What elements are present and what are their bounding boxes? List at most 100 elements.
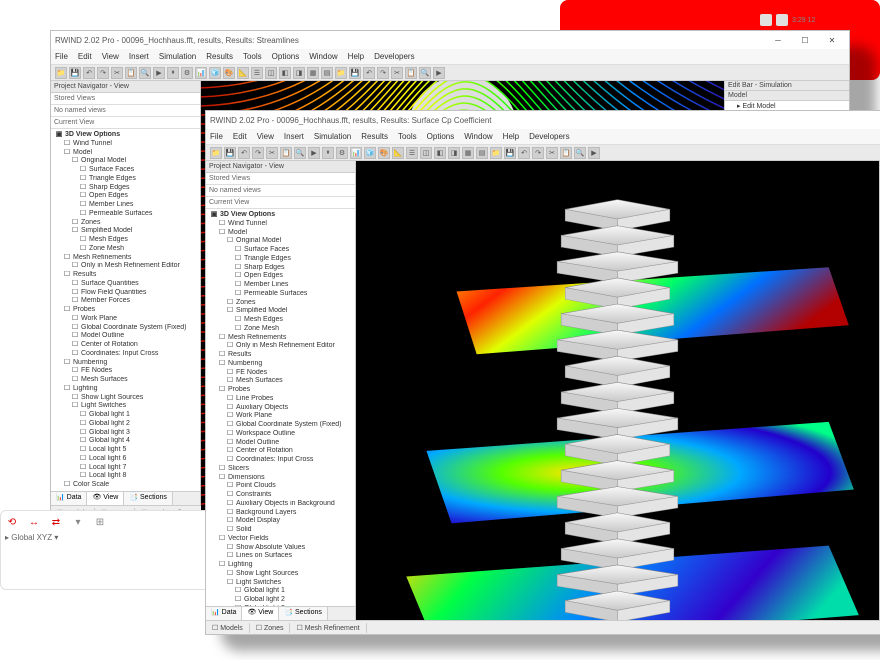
toolbar-button[interactable]: 📊 (350, 147, 362, 159)
toolbar-button[interactable]: ▶ (153, 67, 165, 79)
tree-item[interactable]: ☐Local light 6 (53, 455, 198, 464)
toolbar-button[interactable]: ↶ (363, 67, 375, 79)
tree-item[interactable]: ☐Original Model (208, 237, 353, 246)
tree-item[interactable]: ☐Show Absolute Values (208, 544, 353, 553)
tree-item[interactable]: ☐Zones (208, 299, 353, 308)
tree-item[interactable]: ☐Point Clouds (208, 482, 353, 491)
toolbar-button[interactable]: 📋 (280, 147, 292, 159)
toolbar-button[interactable]: 🔍 (139, 67, 151, 79)
panel-tab-view[interactable]: 👁 View (87, 492, 124, 505)
tree-item[interactable]: ☐Permeable Surfaces (53, 210, 198, 219)
tree-item[interactable]: ☐Model Display (208, 517, 353, 526)
toolbar-button[interactable]: ↷ (97, 67, 109, 79)
tree-item[interactable]: ☐Results (53, 271, 198, 280)
footer-tab[interactable]: ☐ Zones (250, 623, 291, 633)
toolbar-button[interactable]: ⏸ (322, 147, 334, 159)
toolbar-button[interactable]: 🧊 (209, 67, 221, 79)
tree-item[interactable]: ☐Probes (53, 306, 198, 315)
toolbar-button[interactable]: ▤ (321, 67, 333, 79)
menu-window[interactable]: Window (464, 132, 492, 141)
toolbar-button[interactable]: 📁 (210, 147, 222, 159)
tree-item[interactable]: ☐FE Nodes (208, 369, 353, 378)
tree-item[interactable]: ☐Line Probes (208, 395, 353, 404)
tree-item[interactable]: ☐Global light 3 (53, 429, 198, 438)
toolbar-button[interactable]: ☰ (251, 67, 263, 79)
toolbar-button[interactable]: 💾 (504, 147, 516, 159)
tree-item[interactable]: ☐Show Light Sources (208, 570, 353, 579)
tree-item[interactable]: ☐Lines on Surfaces (208, 552, 353, 561)
tree-item[interactable]: ☐Coordinates: Input Cross (208, 456, 353, 465)
tree-root[interactable]: ▣3D View Options (208, 211, 353, 220)
tree-item[interactable]: ☐Solid (208, 526, 353, 535)
tree-item[interactable]: ☐Local light 5 (53, 446, 198, 455)
tree-item[interactable]: ☐Triangle Edges (208, 255, 353, 264)
footer-tab[interactable]: ☐ Models (206, 623, 250, 633)
toolbar-button[interactable]: 📁 (490, 147, 502, 159)
toolbar-button[interactable]: ↷ (252, 147, 264, 159)
axis-icon[interactable]: ⊞ (93, 515, 107, 529)
tree-item[interactable]: ☐Open Edges (208, 272, 353, 281)
menu-edit[interactable]: Edit (78, 52, 92, 61)
tree-item[interactable]: ☐Numbering (208, 360, 353, 369)
menu-view[interactable]: View (257, 132, 274, 141)
tree-item[interactable]: ☐Lighting (53, 385, 198, 394)
toolbar-button[interactable]: ◨ (293, 67, 305, 79)
tree-item[interactable]: ☐Surface Faces (53, 166, 198, 175)
tree-item[interactable]: ☐Flow Field Quantities (53, 289, 198, 298)
toolbar-button[interactable]: ▶ (308, 147, 320, 159)
tree-item[interactable]: ☐Mesh Surfaces (208, 377, 353, 386)
tree-item[interactable]: ☐Center of Rotation (53, 341, 198, 350)
tree-root[interactable]: ▣3D View Options (53, 131, 198, 140)
tree-item[interactable]: ☐Only in Mesh Refinement Editor (208, 342, 353, 351)
menu-help[interactable]: Help (503, 132, 519, 141)
toolbar-button[interactable]: 📁 (335, 67, 347, 79)
toolbar-button[interactable]: 🎨 (223, 67, 235, 79)
toolbar-button[interactable]: 🔍 (574, 147, 586, 159)
tree-item[interactable]: ☐Center of Rotation (208, 447, 353, 456)
tree-item[interactable]: ☐Global light 2 (208, 596, 353, 605)
menu-options[interactable]: Options (272, 52, 300, 61)
tree-item[interactable]: ☐Wind Tunnel (208, 220, 353, 229)
tree-item[interactable]: ☐Workspace Outline (208, 430, 353, 439)
tree-item[interactable]: ☐Background Layers (208, 509, 353, 518)
toolbar-button[interactable]: 💾 (224, 147, 236, 159)
minimize-button[interactable]: ─ (765, 33, 791, 47)
menu-results[interactable]: Results (361, 132, 388, 141)
menu-insert[interactable]: Insert (129, 52, 149, 61)
toolbar-button[interactable]: 📁 (55, 67, 67, 79)
viewport-3d[interactable] (356, 161, 879, 620)
toolbar-button[interactable]: ▶ (433, 67, 445, 79)
axis-icon[interactable]: ▾ (71, 515, 85, 529)
toolbar-button[interactable]: ◫ (420, 147, 432, 159)
menu-developers[interactable]: Developers (374, 52, 414, 61)
tree-item[interactable]: ☐Simplified Model (208, 307, 353, 316)
toolbar-button[interactable]: ✂ (391, 67, 403, 79)
tree-item[interactable]: ☐Global Coordinate System (Fixed) (208, 421, 353, 430)
tree-item[interactable]: ☐Show Light Sources (53, 394, 198, 403)
menu-options[interactable]: Options (427, 132, 455, 141)
toolbar-button[interactable]: ◫ (265, 67, 277, 79)
tree-item[interactable]: ☐Original Model (53, 157, 198, 166)
panel-tab-sections[interactable]: 📑 Sections (124, 492, 173, 505)
toolbar-button[interactable]: ▶ (588, 147, 600, 159)
menu-simulation[interactable]: Simulation (314, 132, 351, 141)
panel-tab-data[interactable]: 📊 Data (51, 492, 87, 505)
menu-developers[interactable]: Developers (529, 132, 569, 141)
menu-edit[interactable]: Edit (233, 132, 247, 141)
tree-item[interactable]: ☐Model (208, 229, 353, 238)
tree-item[interactable]: ☐Wind Tunnel (53, 140, 198, 149)
axis-icon[interactable]: ⇄ (49, 515, 63, 529)
tree-item[interactable]: ☐Zones (53, 219, 198, 228)
toolbar-button[interactable]: ✂ (111, 67, 123, 79)
axis-icon[interactable]: ⟲ (5, 515, 19, 529)
toolbar-button[interactable]: 💾 (69, 67, 81, 79)
menu-tools[interactable]: Tools (398, 132, 417, 141)
tree-item[interactable]: ☐Member Lines (208, 281, 353, 290)
toolbar-button[interactable]: 📋 (560, 147, 572, 159)
tree-item[interactable]: ☐Member Forces (53, 297, 198, 306)
tree-item[interactable]: ☐Vector Fields (208, 535, 353, 544)
tree-item[interactable]: ☐Triangle Edges (53, 175, 198, 184)
tree-item[interactable]: ☐Permeable Surfaces (208, 290, 353, 299)
tree-item[interactable]: ☐Global light 1 (53, 411, 198, 420)
tree-item[interactable]: ☐FE Nodes (53, 367, 198, 376)
